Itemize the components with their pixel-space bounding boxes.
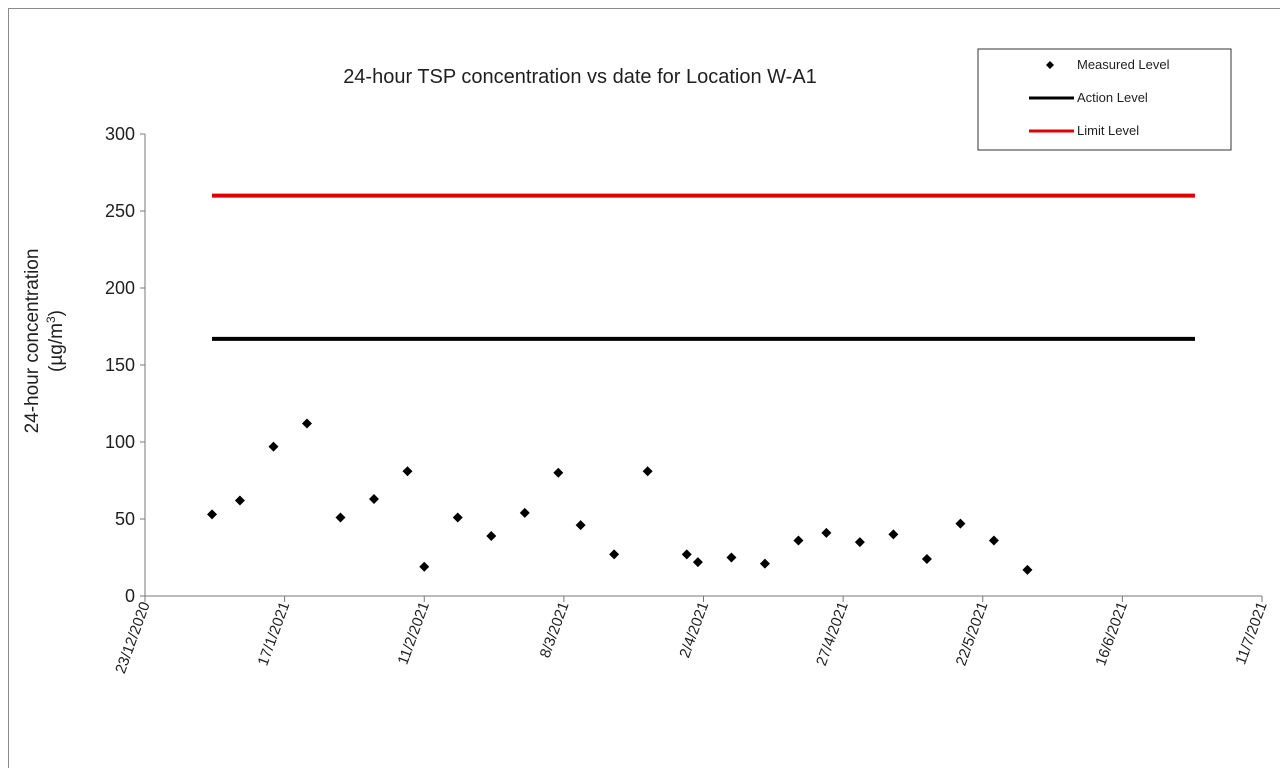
legend-marker-measured [1046,61,1054,69]
measured-point [268,441,279,452]
y-tick-label: 0 [125,586,135,606]
measured-point [368,493,379,504]
x-tick-label: 11/7/2021 [1232,600,1270,667]
measured-point [888,529,899,540]
measured-point [759,558,770,569]
measured-point [609,549,620,560]
x-tick-label: 11/2/2021 [395,600,433,667]
x-tick-label: 23/12/2020 [112,600,154,676]
measured-point [486,530,497,541]
reference-lines [212,193,1195,341]
measured-point [234,495,245,506]
y-tick-label: 300 [105,124,135,144]
legend-box [977,48,1232,151]
y-tick-label: 250 [105,201,135,221]
legend-label: Action Level [1077,90,1148,105]
x-tick-label: 2/4/2021 [676,600,712,661]
y-tick-label: 100 [105,432,135,452]
measured-point [955,518,966,529]
measured-point [921,554,932,565]
measured-point [821,527,832,538]
x-ticks: 23/12/2020 17/1/2021 11/2/2021 8/3/2021 2/4/… [112,596,1271,676]
y-axis-label-line1: 24-hour concentration [22,249,43,434]
measured-points [207,418,1033,575]
legend-entries: Measured Level Action Level Limit Level [1029,57,1170,138]
chart-frame [8,8,1280,768]
y-tick-label: 200 [105,278,135,298]
x-tick-label: 16/6/2021 [1092,600,1131,669]
measured-point [335,512,346,523]
x-tick-label: 17/1/2021 [255,600,294,669]
measured-point [726,552,737,563]
measured-point [681,549,692,560]
measured-point [692,557,703,568]
measured-point [642,466,653,477]
legend-label: Limit Level [1077,123,1139,138]
measured-point [553,467,564,478]
measured-point [793,535,804,546]
measured-point [301,418,312,429]
measured-point [575,520,586,531]
measured-point [988,535,999,546]
measured-point [452,512,463,523]
measured-point [519,507,530,518]
x-tick-label: 8/3/2021 [537,600,573,661]
y-ticks: 0 50 100 150 200 250 300 [105,124,145,606]
legend-label: Measured Level [1077,57,1170,72]
legend: Measured Level Action Level Limit Level [977,48,1232,151]
measured-point [1022,564,1033,575]
measured-point [419,561,430,572]
y-tick-label: 150 [105,355,135,375]
measured-point [207,509,218,520]
x-tick-label: 22/5/2021 [953,600,992,669]
chart-title: 24-hour TSP concentration vs date for Lo… [343,66,817,88]
y-axis-label-line2: (µg/m3) [44,310,67,372]
measured-point [854,537,865,548]
x-tick-label: 27/4/2021 [813,600,852,669]
measured-point [402,466,413,477]
y-tick-label: 50 [115,509,135,529]
